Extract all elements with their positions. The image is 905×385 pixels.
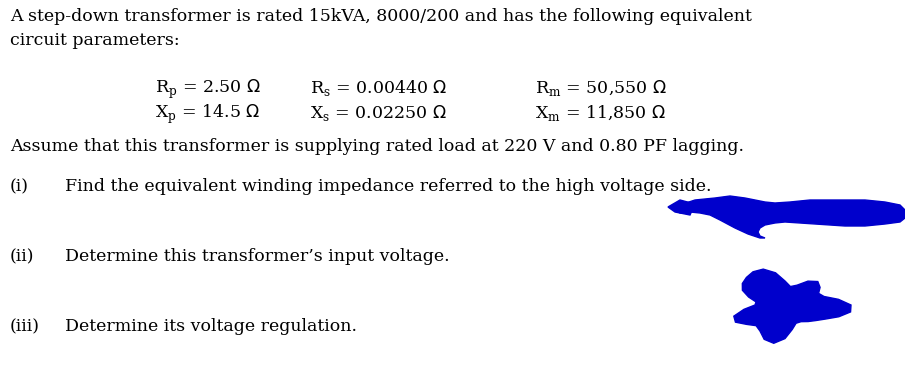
Text: X$_\mathregular{m}$ = 11,850 $\Omega$: X$_\mathregular{m}$ = 11,850 $\Omega$	[535, 103, 666, 123]
Text: Determine its voltage regulation.: Determine its voltage regulation.	[65, 318, 357, 335]
Text: Assume that this transformer is supplying rated load at 220 V and 0.80 PF laggin: Assume that this transformer is supplyin…	[10, 138, 744, 155]
Text: (iii): (iii)	[10, 318, 40, 335]
Text: X$_\mathregular{s}$ = 0.02250 $\Omega$: X$_\mathregular{s}$ = 0.02250 $\Omega$	[310, 103, 447, 123]
Text: Find the equivalent winding impedance referred to the high voltage side.: Find the equivalent winding impedance re…	[65, 178, 711, 195]
Text: circuit parameters:: circuit parameters:	[10, 32, 179, 49]
Text: (i): (i)	[10, 178, 29, 195]
Polygon shape	[675, 196, 905, 238]
Text: Determine this transformer’s input voltage.: Determine this transformer’s input volta…	[65, 248, 450, 265]
Text: R$_\mathregular{m}$ = 50,550 $\Omega$: R$_\mathregular{m}$ = 50,550 $\Omega$	[535, 78, 667, 98]
Polygon shape	[668, 200, 695, 215]
Polygon shape	[734, 269, 851, 343]
Text: A step-down transformer is rated 15kVA, 8000/200 and has the following equivalen: A step-down transformer is rated 15kVA, …	[10, 8, 752, 25]
Text: (ii): (ii)	[10, 248, 34, 265]
Text: R$_\mathregular{s}$ = 0.00440 $\Omega$: R$_\mathregular{s}$ = 0.00440 $\Omega$	[310, 78, 448, 98]
Text: R$_\mathregular{p}$ = 2.50 $\Omega$: R$_\mathregular{p}$ = 2.50 $\Omega$	[155, 78, 261, 101]
Text: X$_\mathregular{p}$ = 14.5 $\Omega$: X$_\mathregular{p}$ = 14.5 $\Omega$	[155, 103, 261, 126]
